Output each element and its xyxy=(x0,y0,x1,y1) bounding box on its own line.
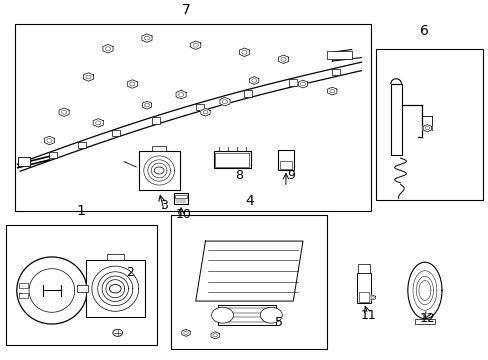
Polygon shape xyxy=(369,295,375,300)
Polygon shape xyxy=(182,329,190,336)
Circle shape xyxy=(222,100,227,104)
Bar xyxy=(171,215,327,349)
Bar xyxy=(175,195,186,198)
Bar xyxy=(390,84,401,154)
Text: 7: 7 xyxy=(181,3,190,17)
Bar xyxy=(358,292,368,302)
Bar xyxy=(331,69,339,76)
Text: 10: 10 xyxy=(175,208,191,221)
Bar xyxy=(215,153,248,167)
Bar xyxy=(214,152,250,168)
Text: 4: 4 xyxy=(244,194,253,208)
Bar xyxy=(278,150,293,170)
Polygon shape xyxy=(93,118,103,127)
Bar xyxy=(49,152,57,158)
Polygon shape xyxy=(127,80,137,88)
Polygon shape xyxy=(220,98,229,106)
Polygon shape xyxy=(422,125,431,132)
Polygon shape xyxy=(102,45,113,53)
Bar xyxy=(86,261,144,317)
Bar xyxy=(244,90,252,97)
Bar xyxy=(151,117,159,123)
Circle shape xyxy=(203,111,207,114)
Circle shape xyxy=(178,93,183,96)
Circle shape xyxy=(129,82,135,86)
Circle shape xyxy=(86,75,91,79)
Polygon shape xyxy=(239,48,249,57)
Bar xyxy=(375,49,483,201)
Circle shape xyxy=(47,139,52,143)
Circle shape xyxy=(424,127,428,130)
Bar xyxy=(106,254,124,261)
Bar xyxy=(196,104,204,110)
Polygon shape xyxy=(142,34,152,42)
Circle shape xyxy=(95,121,101,125)
Bar xyxy=(327,51,351,59)
Text: 12: 12 xyxy=(419,312,434,325)
Bar xyxy=(19,293,28,298)
Circle shape xyxy=(242,50,246,54)
Circle shape xyxy=(211,307,233,323)
Circle shape xyxy=(251,79,256,82)
Bar xyxy=(279,161,292,168)
Bar xyxy=(152,146,166,151)
Bar xyxy=(5,225,157,345)
Polygon shape xyxy=(142,101,151,109)
Polygon shape xyxy=(59,108,69,117)
Bar xyxy=(78,142,86,148)
Bar xyxy=(18,157,30,166)
Bar xyxy=(139,151,179,190)
Bar xyxy=(357,264,369,273)
Polygon shape xyxy=(201,108,210,116)
Bar xyxy=(288,79,296,86)
Bar xyxy=(77,285,88,292)
Circle shape xyxy=(154,167,163,174)
Circle shape xyxy=(193,43,198,47)
Text: 6: 6 xyxy=(420,24,428,38)
Bar xyxy=(19,283,28,288)
Bar xyxy=(15,24,370,211)
Bar xyxy=(217,306,276,325)
Text: 3: 3 xyxy=(160,199,168,212)
Circle shape xyxy=(109,284,121,293)
Polygon shape xyxy=(249,77,258,84)
Circle shape xyxy=(300,82,305,86)
Polygon shape xyxy=(278,55,288,64)
Polygon shape xyxy=(190,41,201,49)
Polygon shape xyxy=(195,241,303,301)
Text: 2: 2 xyxy=(126,266,134,279)
Bar xyxy=(414,319,434,324)
Bar xyxy=(173,193,188,204)
Circle shape xyxy=(370,296,373,299)
Text: 5: 5 xyxy=(274,316,282,329)
Polygon shape xyxy=(44,136,54,145)
Polygon shape xyxy=(211,332,219,339)
Polygon shape xyxy=(176,90,186,99)
Circle shape xyxy=(183,331,188,334)
Polygon shape xyxy=(327,87,336,95)
Circle shape xyxy=(144,36,149,40)
Polygon shape xyxy=(83,73,93,81)
Circle shape xyxy=(280,57,285,61)
Circle shape xyxy=(213,334,217,337)
Text: 11: 11 xyxy=(360,309,376,322)
Text: 8: 8 xyxy=(235,169,243,182)
Text: 9: 9 xyxy=(286,169,294,182)
Circle shape xyxy=(329,89,334,93)
Circle shape xyxy=(105,47,110,51)
Polygon shape xyxy=(298,80,307,88)
Bar xyxy=(112,130,120,136)
Circle shape xyxy=(260,307,282,323)
Bar xyxy=(356,273,370,303)
Circle shape xyxy=(113,329,122,336)
Text: 1: 1 xyxy=(77,204,85,218)
Circle shape xyxy=(144,103,149,107)
Circle shape xyxy=(61,111,66,114)
